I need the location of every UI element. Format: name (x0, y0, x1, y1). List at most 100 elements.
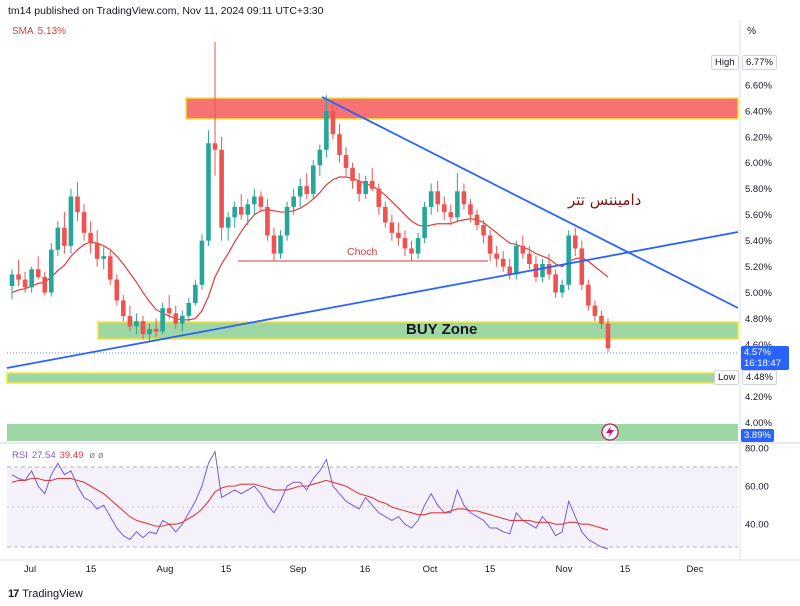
candle-body (278, 235, 283, 254)
candle-body (206, 143, 211, 241)
high-label: High (715, 57, 735, 68)
lower-support-zone[interactable] (6, 372, 739, 384)
rsi-legend[interactable]: RSI 27.54 39.49 ø ø (12, 450, 104, 461)
percent-scale-button[interactable]: % (747, 26, 756, 37)
candle-body (592, 305, 598, 316)
candle-body (9, 274, 15, 287)
candle-body (179, 315, 185, 324)
candle-body (468, 204, 473, 215)
rsi-tick-label: 80.00 (745, 444, 769, 455)
candle-body (605, 323, 611, 349)
tradingview-logo[interactable]: 17 TradingView (8, 588, 83, 600)
rsi-tick-label: 40.00 (745, 520, 769, 531)
candle-body (435, 191, 441, 205)
price-tick-label: 6.00% (745, 158, 772, 169)
candle-body (238, 206, 244, 215)
published-header: tm14 published on TradingView.com, Nov 1… (8, 5, 324, 17)
candle-body (422, 206, 427, 239)
candle-body (166, 308, 172, 314)
candle-body (134, 321, 139, 327)
candle-body (514, 245, 519, 275)
candle-body (55, 227, 61, 250)
rsi-tick-label: 60.00 (745, 482, 769, 493)
bottom-support-zone[interactable] (7, 424, 738, 441)
time-tick-label: Jul (24, 564, 36, 575)
candle-body (121, 300, 126, 316)
candle-body (160, 308, 165, 332)
time-tick-label: Sep (290, 564, 307, 575)
high-value-tag: 6.77% (742, 55, 777, 70)
rsi-name: RSI (12, 450, 28, 461)
rsi-ma-value: 39.49 (59, 450, 84, 461)
candle-body (81, 212, 87, 233)
candle-body (62, 227, 67, 246)
candle-body (68, 196, 74, 246)
candle-body (428, 191, 434, 207)
time-tick-label: 15 (221, 564, 232, 575)
candle-body (350, 167, 355, 181)
candle-body (586, 284, 591, 306)
candle-body (324, 110, 329, 150)
time-tick-label: 15 (86, 564, 97, 575)
candle-body (271, 235, 277, 254)
candle-body (455, 191, 460, 218)
candle-body (572, 235, 578, 249)
time-tick-label: Aug (157, 564, 174, 575)
time-tick-label: 15 (620, 564, 631, 575)
candle-body (173, 313, 179, 324)
time-tick-label: 16 (360, 564, 371, 575)
candle-body (291, 196, 296, 207)
candle-body (369, 180, 375, 189)
lightning-bolt-glyph (606, 426, 614, 438)
candle-body (494, 253, 499, 259)
buy-zone-box[interactable] (97, 321, 739, 340)
sma-line-layer (11, 176, 609, 321)
candle-body (304, 186, 310, 194)
descending-trendline[interactable] (321, 96, 739, 309)
candle-body (245, 204, 251, 215)
rsi-settings-icon[interactable]: ø ø (89, 450, 104, 461)
candle-body (474, 214, 480, 226)
candle-body (147, 328, 152, 335)
price-tick-label: 6.20% (745, 132, 772, 143)
candle-body (297, 186, 303, 197)
choch-label: Choch (347, 246, 378, 258)
candle-body (193, 284, 198, 303)
candle-body (114, 279, 120, 301)
candle-body (75, 196, 80, 213)
candle-body (101, 256, 106, 259)
rsi-axis[interactable]: 80.00 60.00 40.00 (745, 444, 769, 531)
high-tag: High (711, 55, 739, 70)
candle-body (317, 149, 323, 166)
tradingview-mark-icon: 17 (8, 588, 19, 600)
candle-body (533, 264, 539, 278)
candle-body (310, 165, 316, 194)
time-tick-label: 15 (485, 564, 496, 575)
ascending-trendline[interactable] (6, 231, 739, 369)
candle-body (16, 274, 21, 280)
current-price-tag: 4.57% 16:18:47 (741, 346, 789, 370)
resistance-zone[interactable] (185, 97, 739, 120)
candle-body (376, 188, 382, 207)
candle-body (500, 258, 506, 267)
candle-body (409, 248, 414, 254)
candle-body (566, 235, 572, 285)
time-tick-label: Dec (687, 564, 704, 575)
sma-legend[interactable]: SMA 5.13% (12, 26, 66, 37)
price-tick-label: 4.60% (745, 340, 772, 351)
price-tick-label: 4.20% (745, 392, 772, 403)
sma-value: 5.13% (37, 26, 67, 37)
candle-body (127, 315, 133, 327)
candle-body (415, 238, 421, 254)
candle-body (520, 245, 526, 254)
candle-body (107, 256, 113, 280)
candle-body (507, 266, 513, 275)
time-tick-label: Nov (556, 564, 573, 575)
candle-body (42, 277, 48, 293)
price-tick-label: 5.60% (745, 210, 772, 221)
candle-body (487, 235, 493, 254)
buy-zone-label: BUY Zone (406, 321, 478, 338)
time-axis[interactable]: Jul 15 Aug 15 Sep 16 Oct 15 Nov 15 Dec (24, 564, 704, 575)
arabic-annotation: دامیننس تتر (568, 191, 642, 209)
